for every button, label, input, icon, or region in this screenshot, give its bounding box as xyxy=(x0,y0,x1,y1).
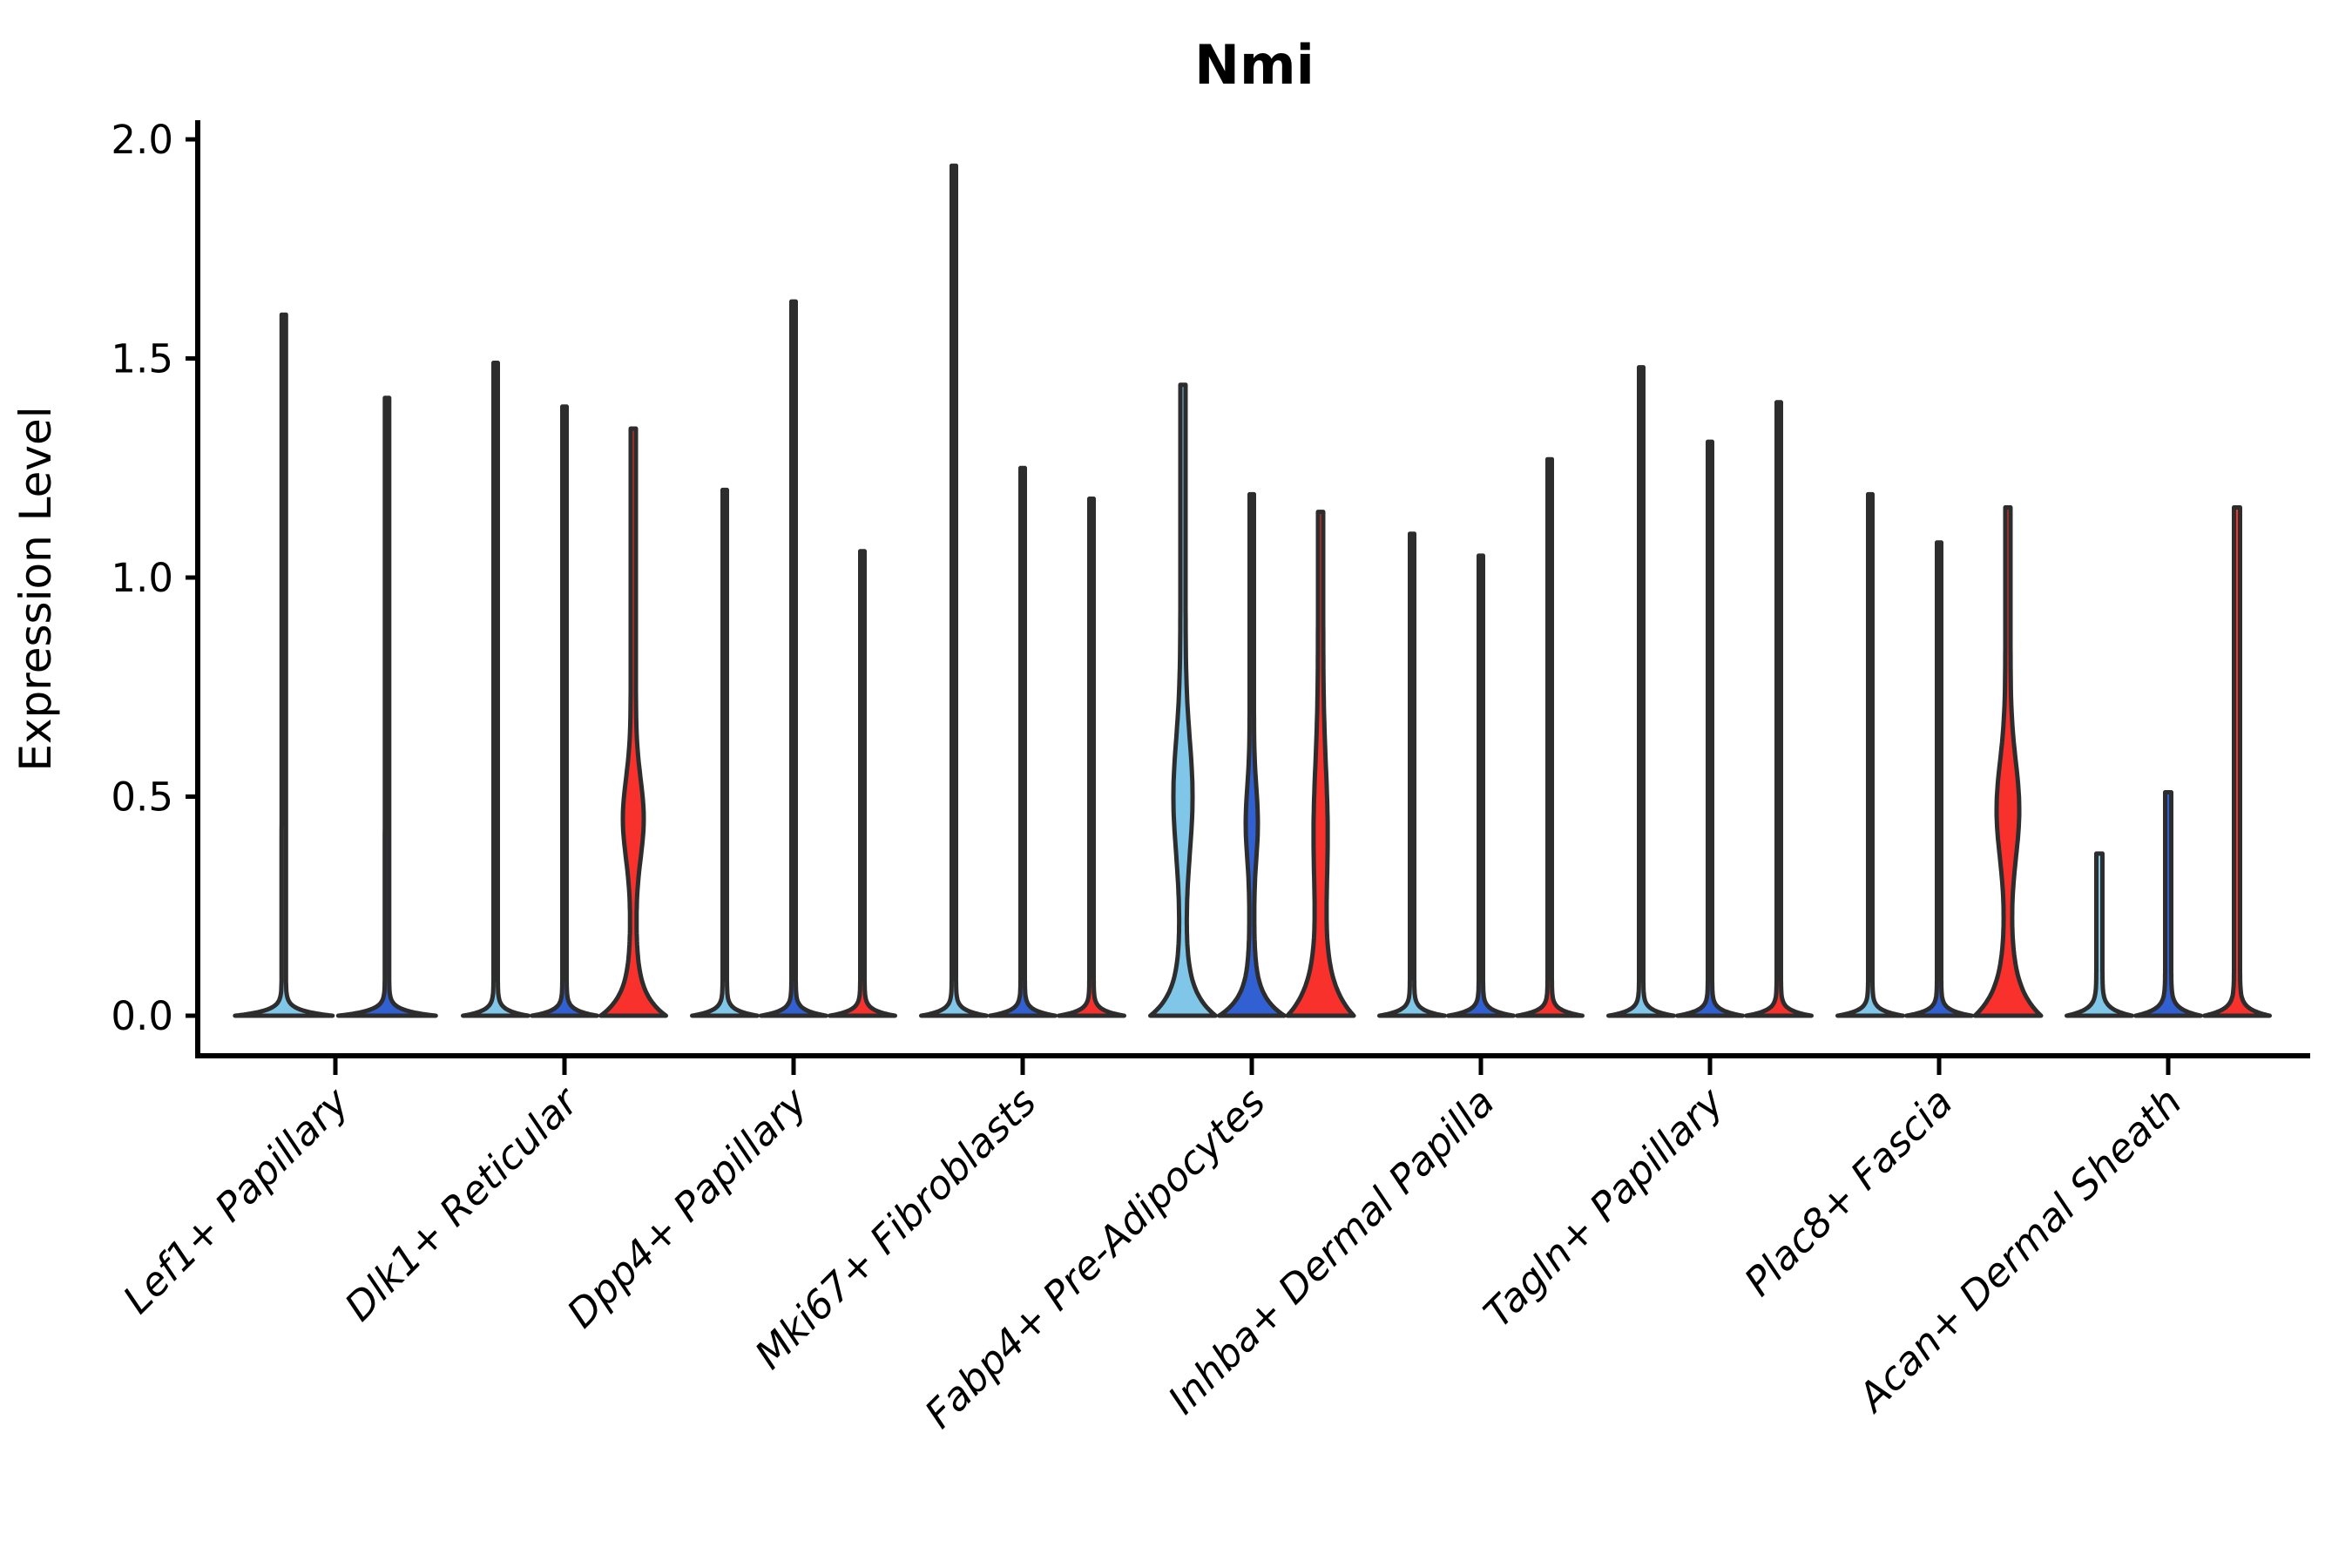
violin-dpp4-papillary-group-1 xyxy=(690,487,760,1018)
violin-tagln-papillary-group-2 xyxy=(1675,439,1745,1018)
violin-lef1-papillary-group-1 xyxy=(233,312,335,1018)
x-tick-label-plac8-fascia: Plac8+ Fascia xyxy=(1735,1078,1962,1305)
violin-mki67-fibroblasts-group-3 xyxy=(1057,497,1126,1018)
violin-acan-dermal-sheath-group-3 xyxy=(2202,505,2272,1018)
violin-mki67-fibroblasts-group-2 xyxy=(988,465,1058,1018)
x-tick-label-tagln-papillary: Tagln+ Papillary xyxy=(1475,1078,1734,1336)
violin-tagln-papillary-group-3 xyxy=(1744,400,1814,1018)
y-tick-label-2.0: 2.0 xyxy=(111,117,173,163)
violin-inhba-dermal-papilla-group-3 xyxy=(1515,456,1585,1018)
violin-inhba-dermal-papilla-group-2 xyxy=(1446,553,1516,1018)
violin-fabp4-pre-adipocytes-group-2 xyxy=(1217,491,1287,1018)
violin-acan-dermal-sheath-group-1 xyxy=(2065,851,2134,1018)
y-tick-label-0.0: 0.0 xyxy=(111,993,173,1039)
violin-fabp4-pre-adipocytes-group-3 xyxy=(1285,510,1356,1018)
violin-dlk1-reticular-group-1 xyxy=(461,361,531,1018)
violin-acan-dermal-sheath-group-2 xyxy=(2133,790,2203,1018)
violin-plac8-fascia-group-1 xyxy=(1835,491,1905,1018)
violin-lef1-papillary-group-2 xyxy=(335,395,438,1018)
x-tick-label-lef1-papillary: Lef1+ Papillary xyxy=(114,1078,359,1322)
y-axis-title: Expression Level xyxy=(10,406,61,771)
violin-inhba-dermal-papilla-group-1 xyxy=(1377,531,1447,1018)
violin-tagln-papillary-group-1 xyxy=(1606,365,1676,1018)
violin-plac8-fascia-group-3 xyxy=(1972,505,2044,1018)
violin-dpp4-papillary-group-3 xyxy=(828,549,897,1018)
violin-fabp4-pre-adipocytes-group-1 xyxy=(1148,382,1218,1018)
y-tick-label-1.5: 1.5 xyxy=(111,336,173,382)
violin-dpp4-papillary-group-2 xyxy=(759,299,828,1018)
violin-dlk1-reticular-group-3 xyxy=(598,426,668,1018)
violin-mki67-fibroblasts-group-1 xyxy=(919,163,989,1018)
y-tick-label-1.0: 1.0 xyxy=(111,555,173,601)
x-tick-label-dlk1-reticular: Dlk1+ Reticular xyxy=(335,1078,588,1330)
y-tick-label-0.5: 0.5 xyxy=(111,774,173,821)
violins-layer xyxy=(233,163,2272,1018)
chart-title: Nmi xyxy=(1194,33,1315,97)
violin-plac8-fascia-group-2 xyxy=(1904,540,1974,1018)
violin-dlk1-reticular-group-2 xyxy=(530,404,599,1018)
x-tick-label-dpp4-papillary: Dpp4+ Papillary xyxy=(558,1078,817,1336)
